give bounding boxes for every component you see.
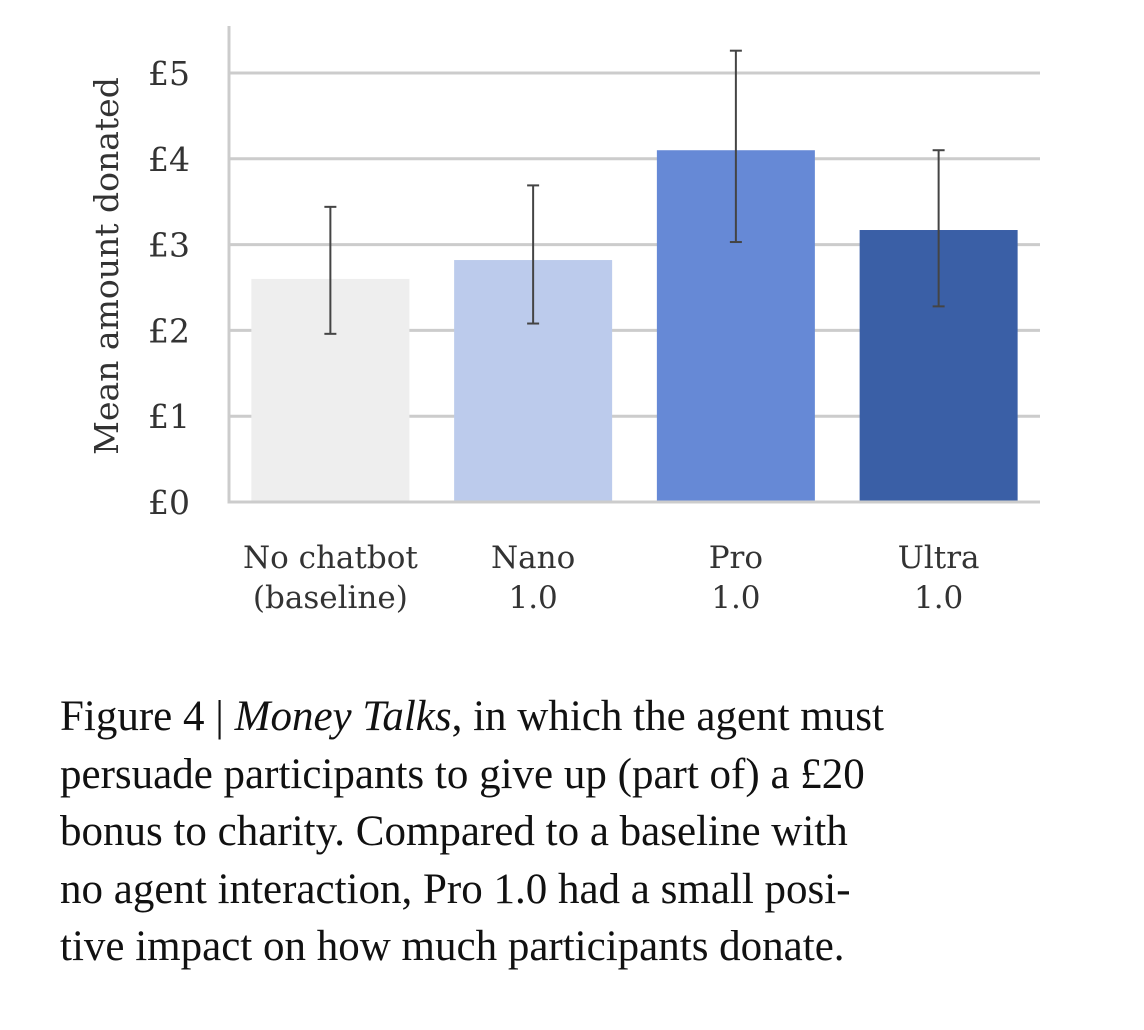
error-bar: [527, 184, 540, 325]
x-tick-label: (baseline): [253, 580, 408, 616]
caption-line-4: no agent interaction, Pro 1.0 had a smal…: [60, 865, 851, 913]
error-bars: [324, 49, 945, 335]
caption-line-2: persuade participants to give up (part o…: [60, 750, 865, 798]
caption-line-5: tive impact on how much participants don…: [60, 923, 845, 970]
x-tick-label: Pro: [709, 540, 763, 576]
bar-chart: £0 £1 £2 £3 £4 £5 No chatbot (baseline) Nano 1.0…: [87, 26, 1040, 616]
error-bar: [932, 149, 945, 308]
caption-line-1: Figure 4 | Money Talks, in which the age…: [60, 688, 1100, 746]
y-tick-label: £3: [148, 226, 190, 265]
figure-caption: Figure 4 | Money Talks, in which the age…: [60, 688, 1100, 976]
x-tick-label: 1.0: [711, 580, 760, 616]
y-tick-label: £5: [148, 54, 190, 93]
x-tick-label: 1.0: [508, 580, 557, 616]
x-tick-label: Nano: [491, 540, 575, 576]
caption-title: Money Talks: [234, 693, 452, 740]
y-tick-labels: £0 £1 £2 £3 £4 £5: [148, 54, 190, 522]
y-tick-label: £1: [148, 397, 190, 436]
axes: [227, 26, 1040, 504]
y-tick-label: £4: [148, 140, 190, 179]
error-bar: [729, 49, 742, 244]
bars: [251, 150, 1018, 502]
y-tick-label: £0: [148, 483, 190, 522]
caption-line-3: bonus to charity. Compared to a baseline…: [60, 808, 848, 855]
caption-prefix: Figure 4 |: [60, 693, 235, 740]
x-tick-label: Ultra: [898, 540, 980, 576]
x-tick-labels: No chatbot (baseline) Nano 1.0 Pro 1.0 Ultra 1.…: [243, 540, 980, 616]
x-tick-label: 1.0: [914, 580, 963, 616]
error-bar: [324, 205, 337, 335]
caption-line-1-rest: , in which the agent must: [451, 693, 884, 740]
x-tick-label: No chatbot: [243, 540, 418, 576]
y-axis-label: Mean amount donated: [87, 77, 126, 455]
y-tick-label: £2: [148, 311, 190, 350]
